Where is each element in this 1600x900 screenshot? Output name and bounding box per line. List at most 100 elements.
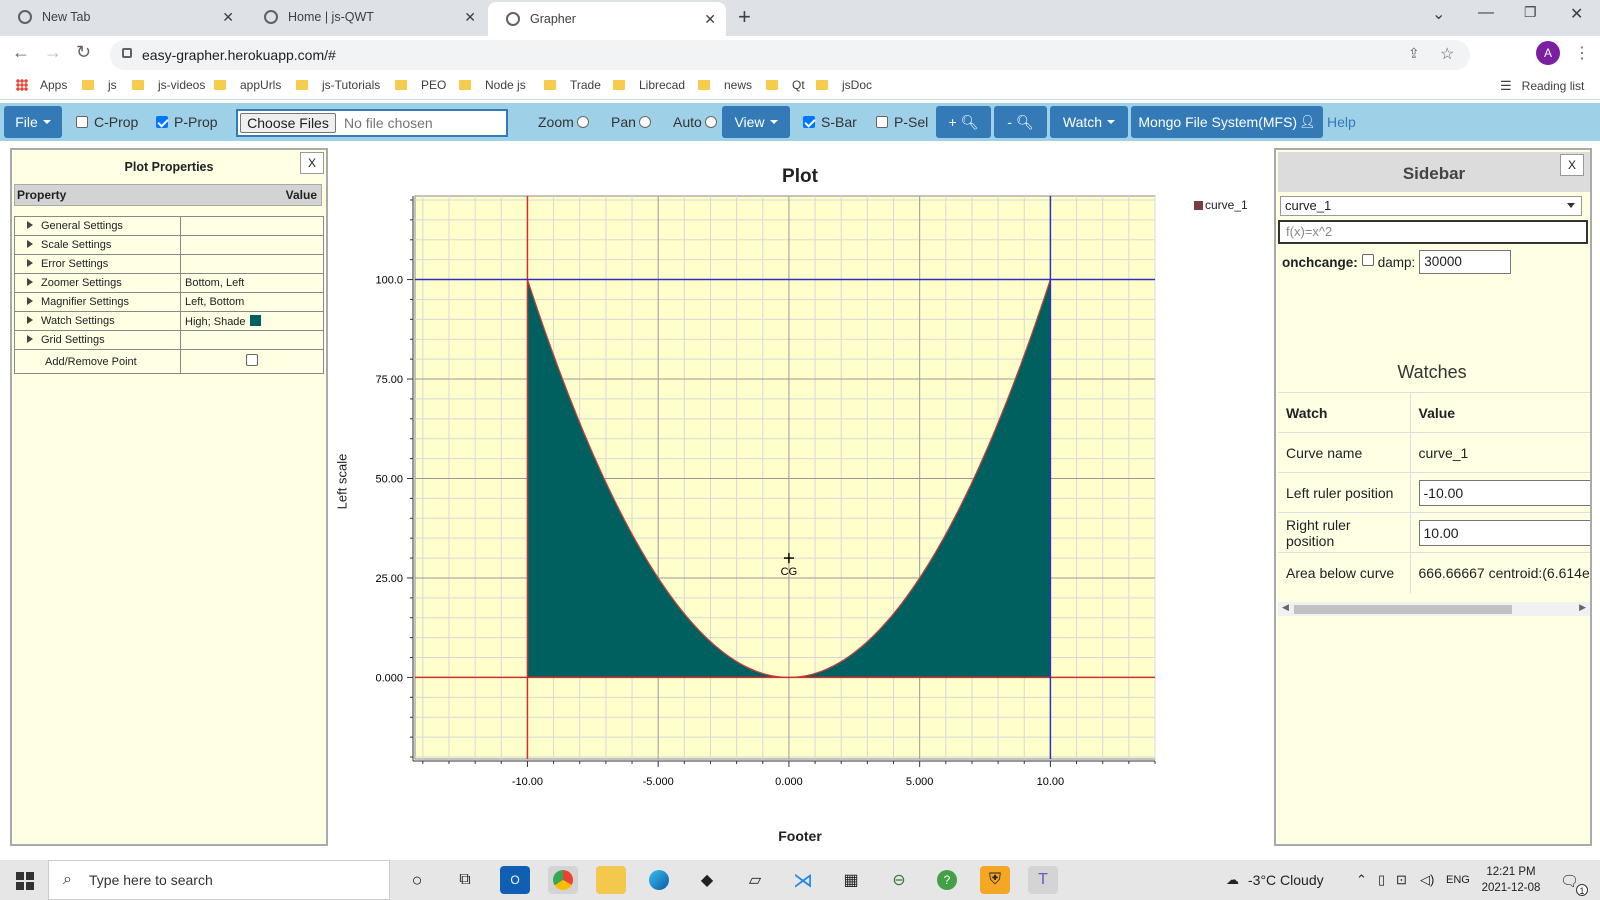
damp-input[interactable]: 30000 <box>1419 250 1512 274</box>
sbar-toggle[interactable]: S-Bar <box>803 114 857 130</box>
table-row[interactable]: Scale Settings <box>14 235 324 255</box>
table-row[interactable]: Grid Settings <box>14 330 324 350</box>
bookmark-js-tutorials[interactable]: js-Tutorials <box>296 78 380 92</box>
bookmark-appurls[interactable]: appUrls <box>214 78 281 92</box>
windows-start-icon[interactable] <box>16 872 34 890</box>
table-row[interactable]: General Settings <box>14 216 324 236</box>
legend[interactable]: curve_1 <box>1194 198 1248 212</box>
expand-icon[interactable] <box>27 297 33 305</box>
close-icon[interactable]: ✕ <box>464 9 476 25</box>
security-shield-icon[interactable]: ⛨ <box>980 866 1010 894</box>
auto-radio[interactable] <box>704 116 717 128</box>
language-indicator[interactable]: ENG <box>1446 874 1470 886</box>
menu-icon[interactable]: ⋮ <box>1574 45 1590 62</box>
psel-toggle[interactable]: P-Sel <box>876 114 928 130</box>
curve-select[interactable]: curve_1 <box>1280 196 1582 216</box>
teams-icon[interactable]: T <box>1028 866 1058 894</box>
cprop-checkbox[interactable] <box>76 116 88 128</box>
edge-icon[interactable] <box>644 866 674 894</box>
cprop-toggle[interactable]: C-Prop <box>76 114 138 130</box>
tab-new-tab[interactable]: New Tab ✕ <box>0 0 244 34</box>
bookmark-jsdoc[interactable]: jsDoc <box>816 78 872 92</box>
bookmark-qt[interactable]: Qt <box>766 78 805 92</box>
table-row[interactable]: Error Settings <box>14 254 324 274</box>
calculator-icon[interactable]: ▦ <box>843 872 859 889</box>
auto-option[interactable]: Auto <box>673 114 717 130</box>
forward-icon[interactable]: → <box>44 42 62 62</box>
star-icon[interactable]: ☆ <box>1440 46 1455 63</box>
close-sidebar-button[interactable]: X <box>1560 154 1584 176</box>
tab-search-icon[interactable]: ⌄ <box>1432 6 1446 23</box>
bookmark-news[interactable]: news <box>698 78 752 92</box>
minimize-icon[interactable]: — <box>1478 4 1494 21</box>
back-icon[interactable]: ← <box>12 42 30 62</box>
bookmark-trade[interactable]: Trade <box>544 78 601 92</box>
onchange-checkbox[interactable] <box>1361 254 1374 266</box>
chrome-icon[interactable] <box>548 866 578 894</box>
network-icon[interactable]: ⊡ <box>1396 872 1407 887</box>
close-panel-button[interactable]: X <box>300 152 324 174</box>
file-menu-button[interactable]: File <box>4 106 62 138</box>
new-tab-icon[interactable]: + <box>738 4 751 29</box>
plot-canvas[interactable]: CG -10.00 -5.000 0.000 5.000 10.00 0.000 25.00 5… <box>330 190 1190 800</box>
zoom-out-button[interactable]: - 🔍︎ <box>994 106 1047 138</box>
pan-radio[interactable] <box>638 116 651 128</box>
notification-icon[interactable]: 🗨︎ <box>1560 873 1580 890</box>
reload-icon[interactable]: ↻ <box>76 42 92 62</box>
scroll-left-icon[interactable]: ◀ <box>1282 602 1289 612</box>
table-row[interactable]: Zoomer Settings Bottom, Left <box>14 273 324 293</box>
tray-chevron-icon[interactable]: ⌃ <box>1356 872 1367 887</box>
tab-js-qwt[interactable]: Home | js-QWT ✕ <box>246 0 486 34</box>
mfs-button[interactable]: Mongo File System(MFS) 👤︎ <box>1131 106 1323 138</box>
psel-checkbox[interactable] <box>876 116 888 128</box>
pprop-checkbox[interactable] <box>156 116 168 128</box>
battery-icon[interactable]: ▯ <box>1378 872 1386 887</box>
table-row[interactable]: Watch Settings High; Shade <box>14 311 324 331</box>
add-remove-checkbox[interactable] <box>246 354 258 366</box>
horizontal-scrollbar[interactable]: ◀ ▶ <box>1278 602 1590 616</box>
cortana-icon[interactable]: ○ <box>411 869 423 890</box>
bookmark-apps[interactable]: Apps <box>16 78 67 92</box>
scroll-right-icon[interactable]: ▶ <box>1579 602 1586 612</box>
bookmark-nodejs[interactable]: Node js <box>459 78 526 92</box>
share-icon[interactable]: ⇪ <box>1408 45 1420 61</box>
bookmark-js[interactable]: js <box>82 78 117 92</box>
weather-icon[interactable]: ☁ <box>1226 872 1239 887</box>
help-link[interactable]: Help <box>1327 114 1356 130</box>
reading-list[interactable]: ☰ Reading list <box>1500 78 1584 94</box>
volume-icon[interactable]: ◁) <box>1420 872 1435 887</box>
expand-icon[interactable] <box>27 335 33 343</box>
table-row[interactable]: Magnifier Settings Left, Bottom <box>14 292 324 312</box>
zoom-in-button[interactable]: + 🔍︎ <box>936 106 991 138</box>
expand-icon[interactable] <box>27 278 33 286</box>
expand-icon[interactable] <box>27 240 33 248</box>
bookmark-librecad[interactable]: Librecad <box>613 78 685 92</box>
avatar[interactable]: A <box>1536 41 1560 65</box>
weather-text[interactable]: -3°C Cloudy <box>1248 872 1324 888</box>
omnibox[interactable]: easy-grapher.herokuapp.com/# ⇪ ☆ <box>110 40 1470 70</box>
choose-files-button[interactable]: Choose Files <box>240 113 336 133</box>
help-app-icon[interactable]: ? <box>932 866 962 894</box>
close-icon[interactable]: ✕ <box>704 11 716 27</box>
bookmark-peo[interactable]: PEO <box>395 78 446 92</box>
view-menu-button[interactable]: View <box>722 106 790 138</box>
taskbar-search[interactable]: ⌕ Type here to search <box>48 860 390 900</box>
scrollbar-thumb[interactable] <box>1294 605 1512 614</box>
tab-grapher[interactable]: Grapher ✕ <box>488 2 726 36</box>
vscode-icon[interactable]: ⋊ <box>793 869 813 892</box>
notepad-icon[interactable]: ▱ <box>748 872 762 889</box>
expand-icon[interactable] <box>27 316 33 324</box>
pprop-toggle[interactable]: P-Prop <box>156 114 218 130</box>
close-icon[interactable]: ✕ <box>222 9 234 25</box>
bookmark-js-videos[interactable]: js-videos <box>132 78 205 92</box>
expand-icon[interactable] <box>27 259 33 267</box>
left-ruler-input[interactable]: -10.00 <box>1418 479 1590 506</box>
right-ruler-input[interactable]: 10.00 <box>1418 519 1590 546</box>
window-close-icon[interactable]: ✕ <box>1570 6 1584 23</box>
network-app-icon[interactable]: ⊖ <box>892 872 906 889</box>
file-explorer-icon[interactable] <box>596 866 626 894</box>
pan-option[interactable]: Pan <box>611 114 651 130</box>
restore-icon[interactable]: ❐ <box>1524 4 1537 20</box>
file-input[interactable]: Choose Files No file chosen <box>236 109 508 137</box>
outlook-icon[interactable]: O <box>500 866 530 894</box>
